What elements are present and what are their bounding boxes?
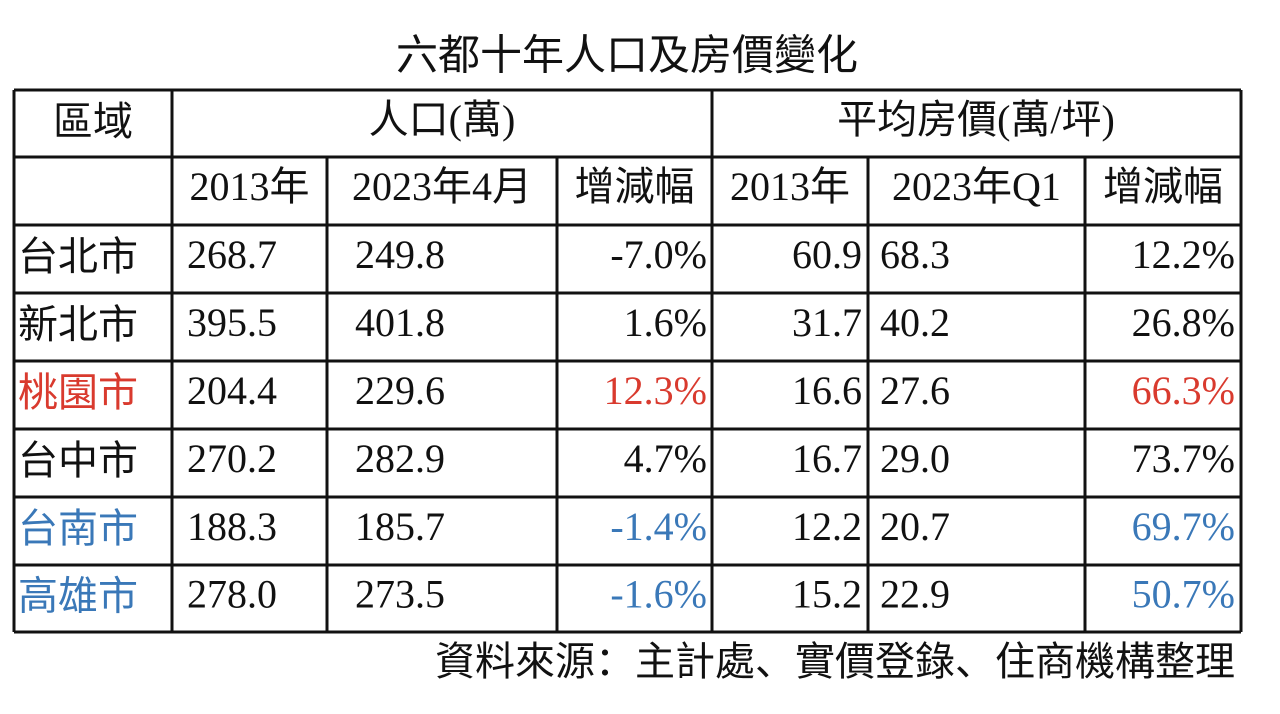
value-cell: 270.2	[187, 436, 277, 481]
value-cell: 22.9	[880, 572, 950, 617]
value-cell: 12.3%	[604, 368, 707, 413]
value-cell: 188.3	[187, 504, 277, 549]
value-cell: 401.8	[355, 300, 445, 345]
region-cell: 新北市	[18, 302, 138, 348]
value-cell: 26.8%	[1132, 300, 1235, 345]
value-cell: 16.6	[792, 368, 862, 413]
value-cell: 27.6	[880, 368, 950, 413]
value-cell: 268.7	[187, 232, 277, 277]
value-cell: 31.7	[792, 300, 862, 345]
header-region: 區域	[53, 99, 133, 145]
region-cell: 台南市	[18, 506, 138, 552]
value-cell: -1.6%	[610, 572, 707, 617]
value-cell: 50.7%	[1132, 572, 1235, 617]
value-cell: 185.7	[355, 504, 445, 549]
value-cell: 12.2%	[1132, 232, 1235, 277]
header-price: 平均房價(萬/坪)	[837, 97, 1115, 142]
value-cell: -7.0%	[610, 232, 707, 277]
subheader-cell: 2013年	[730, 164, 850, 209]
value-cell: 60.9	[792, 232, 862, 277]
region-cell: 台中市	[18, 438, 138, 484]
region-cell: 桃園市	[18, 370, 138, 416]
subheader-cell: 2023年Q1	[892, 164, 1061, 209]
subheader-cell: 2013年	[190, 164, 310, 209]
value-cell: 66.3%	[1132, 368, 1235, 413]
value-cell: 204.4	[187, 368, 277, 413]
value-cell: 68.3	[880, 232, 950, 277]
value-cell: 20.7	[880, 504, 950, 549]
value-cell: 69.7%	[1132, 504, 1235, 549]
value-cell: 249.8	[355, 232, 445, 277]
value-cell: 29.0	[880, 436, 950, 481]
source: 資料來源：主計處、實價登錄、住商機構整理	[435, 639, 1235, 685]
subheader-cell: 增減幅	[1103, 164, 1223, 209]
subheader-cell: 2023年4月	[352, 164, 532, 209]
value-cell: 40.2	[880, 300, 950, 345]
value-cell: 15.2	[792, 572, 862, 617]
value-cell: 282.9	[355, 436, 445, 481]
value-cell: 1.6%	[624, 300, 707, 345]
value-cell: 395.5	[187, 300, 277, 345]
value-cell: 4.7%	[624, 436, 707, 481]
title: 六都十年人口及房價變化	[396, 31, 858, 80]
value-cell: 229.6	[355, 368, 445, 413]
value-cell: 278.0	[187, 572, 277, 617]
value-cell: 73.7%	[1132, 436, 1235, 481]
region-cell: 高雄市	[18, 574, 138, 620]
value-cell: 12.2	[792, 504, 862, 549]
header-population: 人口(萬)	[369, 97, 516, 142]
value-cell: 16.7	[792, 436, 862, 481]
region-cell: 台北市	[18, 234, 138, 280]
subheader-cell: 增減幅	[575, 164, 695, 209]
value-cell: 273.5	[355, 572, 445, 617]
value-cell: -1.4%	[610, 504, 707, 549]
